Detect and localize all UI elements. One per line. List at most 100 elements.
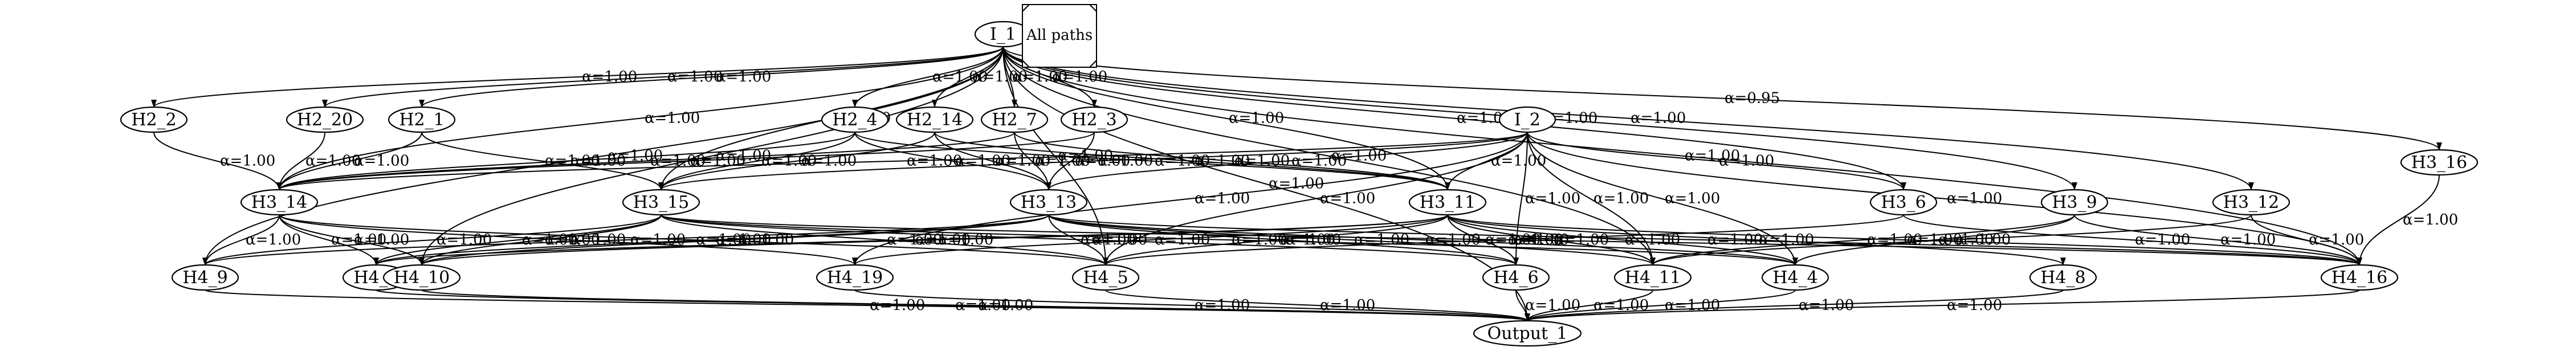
node-output-1: Output_1 [1473, 320, 1582, 347]
edge-label: α=1.00 [1707, 231, 1763, 248]
node-label: H4_16 [2332, 268, 2387, 288]
edge-H4_10-to-Output_1 [421, 289, 1530, 321]
node-h4-8: H4_8 [2029, 264, 2097, 291]
edge-path [1002, 46, 1656, 266]
edge-I_1-to-H4_10 [419, 46, 1004, 266]
edge-label: α=1.00 [1685, 148, 1740, 165]
edge-H3_15-to-H4_6 [661, 214, 1519, 266]
node-shape [1869, 189, 1938, 216]
edge-path [1048, 214, 2362, 266]
edge-path [276, 132, 855, 190]
edge-label: α=1.00 [716, 68, 771, 85]
edge-I_1-to-H2_1 [419, 46, 1004, 108]
node-layer: I_1 I_2 H2_2 H2_20 H2_1 H2_4 H2_14 H2_7 H2_3 H3_1… [120, 21, 2479, 347]
edge-path [2251, 214, 2362, 266]
edge-I_2-to-H4_11 [1527, 132, 1656, 266]
edge-H3_13-to-H4_16 [1048, 214, 2362, 266]
node-shape [2212, 189, 2290, 216]
edge-label: α=1.00 [331, 231, 386, 248]
node-h3-6: H3_6 [1869, 189, 1938, 216]
edge-label: α=1.00 [1867, 231, 1922, 248]
edge-I_1-to-H3_12 [1002, 46, 2254, 190]
node-shape [816, 264, 894, 291]
node-shape [1060, 106, 1128, 133]
edge-label: α=1.00 [1075, 153, 1130, 170]
edge-path [373, 214, 662, 266]
node-h4-4: H4_4 [1761, 264, 1829, 291]
edge-H3_13-to-H4_9 [202, 214, 1049, 266]
edge-path [276, 132, 325, 190]
edge-path [419, 46, 1004, 108]
edge-path [1525, 289, 1653, 321]
node-h4-5: H4_5 [1071, 264, 1140, 291]
node-h2-20: H2_20 [286, 106, 364, 133]
edge-label: α=1.00 [305, 153, 361, 170]
edge-label: α=1.00 [801, 153, 857, 170]
edge-H3_15-to-H4_9 [202, 214, 662, 266]
node-label: H2_4 [832, 110, 877, 130]
node-label: I_2 [1514, 110, 1540, 130]
edge-label: α=1.00 [645, 110, 700, 127]
edge-I_1-to-H2_4 [852, 46, 1004, 108]
node-shape [980, 106, 1049, 133]
edge-label: α=1.00 [955, 153, 1010, 170]
edge-label: α=1.00 [1280, 231, 1335, 248]
edge-H4_19-to-Output_1 [854, 289, 1530, 321]
node-label: H2_7 [992, 110, 1037, 130]
edge-path [661, 214, 1519, 266]
node-h2-14: H2_14 [895, 106, 974, 133]
edge-I_2-to-H3_15 [658, 132, 1528, 190]
node-label: H4_8 [2040, 268, 2085, 288]
edge-path [1002, 46, 2254, 190]
node-label: H2_14 [907, 110, 963, 130]
edge-path [153, 132, 282, 190]
node-label: H4_10 [394, 268, 450, 288]
edge-I_2-to-H3_6 [1527, 132, 1906, 190]
edge-label: α=1.00 [650, 153, 706, 170]
node-shape [1613, 264, 1692, 291]
edge-label: α=1.00 [1947, 190, 2002, 207]
edge-H3_11-to-H4_4 [1447, 214, 1798, 266]
edge-H3_15-to-H4_4 [661, 214, 1798, 266]
node-shape [622, 189, 700, 216]
edge-H2_4-to-H3_13 [854, 132, 1051, 190]
edge-H3_16-to-H4_16 [2357, 174, 2440, 266]
node-h3-9: H3_9 [2040, 189, 2109, 216]
edge-label: α=1.00 [1354, 231, 1409, 248]
edge-label: α=1.00 [1286, 231, 1341, 248]
edge-label: α=1.00 [1232, 231, 1287, 248]
edge-label: α=1.00 [1508, 231, 1563, 248]
edge-label: α=1.00 [667, 68, 723, 85]
edge-label: α=1.00 [354, 231, 409, 248]
edge-label: α=1.00 [1320, 297, 1375, 314]
edge-path [276, 132, 1528, 190]
node-shape [2400, 149, 2479, 176]
edge-label: α=1.00 [1625, 231, 1680, 248]
edge-label: α=1.00 [2309, 231, 2364, 248]
edge-label: α=1.00 [1035, 153, 1090, 170]
edge-path [279, 214, 1108, 266]
edge-label: α=1.00 [1081, 231, 1136, 248]
node-h3-11: H3_11 [1408, 189, 1487, 216]
edge-path [661, 214, 1108, 266]
node-label: H3_14 [251, 193, 307, 213]
edge-path [1105, 289, 1530, 321]
node-shape [120, 106, 188, 133]
edge-label: α=1.00 [1425, 231, 1481, 248]
edge-H3_14-to-H4_10 [279, 214, 425, 266]
node-shape [2029, 264, 2097, 291]
edge-H2_4-to-H3_14 [276, 132, 855, 190]
edge-path [658, 132, 855, 190]
edge-H3_11-to-H4_11 [1447, 214, 1656, 266]
edge-label: α=1.00 [1938, 231, 1994, 248]
edge-path [202, 214, 280, 266]
edge-label: α=1.00 [1229, 110, 1284, 127]
node-h2-1: H2_1 [388, 106, 456, 133]
edge-I_1-to-H3_6 [1002, 46, 1906, 190]
node-shape [2040, 189, 2109, 216]
edge-path [658, 132, 1528, 190]
edge-H3_14-to-H4_1 [279, 214, 379, 266]
edge-H2_3-to-H3_13 [1046, 132, 1095, 190]
edge-H3_9-to-H4_4 [1792, 214, 2075, 266]
edge-label: α=1.00 [570, 231, 626, 248]
